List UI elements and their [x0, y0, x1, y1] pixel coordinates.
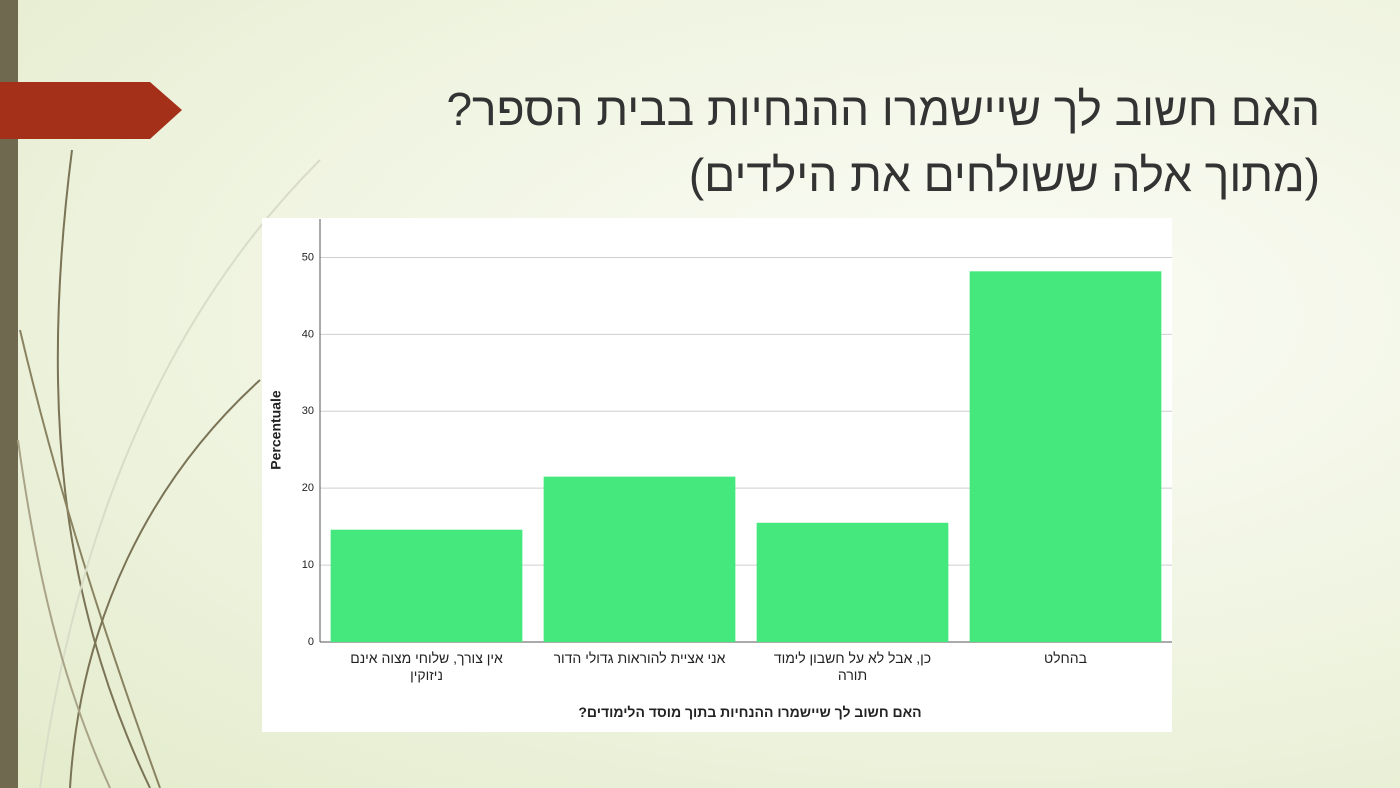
y-tick-label: 30	[302, 405, 314, 417]
y-tick-label: 40	[302, 328, 314, 340]
x-tick-label: כן, אבל לא על חשבון לימוד תורה	[773, 650, 932, 683]
y-axis-label: Percentuale	[268, 390, 284, 470]
y-tick-label: 10	[302, 559, 314, 571]
decoration	[17, 149, 321, 788]
y-tick-label: 20	[302, 482, 314, 494]
bar	[969, 271, 1162, 642]
bar	[543, 476, 736, 642]
slide-title: (מתוך אלה ששולחים את הילדים)	[688, 149, 1320, 201]
x-axis-label: האם חשוב לך שיישמרו ההנחיות בתוך מוסד הל…	[578, 704, 922, 720]
y-tick-label: 0	[308, 636, 314, 648]
x-tick-label: אין צורך, שלוחי מצוה אינם ניזוקין	[350, 650, 503, 683]
x-tick-label: בהחלט	[1043, 650, 1088, 666]
y-tick-label: 50	[302, 251, 314, 263]
arrow	[0, 82, 182, 139]
bar	[330, 529, 523, 642]
slide-title: האם חשוב לך שיישמרו ההנחיות בבית הספר?	[446, 83, 1320, 135]
side-bar	[0, 0, 18, 788]
x-tick-label: אני אציית להוראות גדולי הדור	[553, 650, 726, 666]
bar	[756, 522, 949, 642]
